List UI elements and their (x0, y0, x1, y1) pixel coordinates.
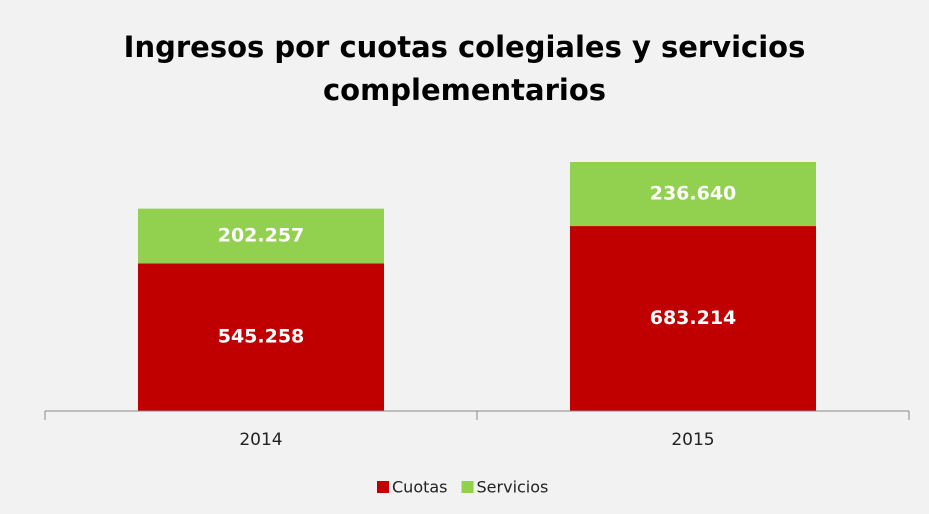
x-tick-label: 2015 (671, 430, 714, 450)
legend-label: Cuotas (392, 478, 448, 497)
bar-segment (570, 226, 816, 411)
x-tick-label: 2014 (239, 430, 282, 450)
bar-segment (138, 208, 384, 264)
value-label: 236.640 (650, 183, 737, 205)
legend-label: Servicios (477, 478, 549, 497)
legend-swatch (461, 481, 474, 493)
bar-segment (138, 263, 384, 411)
value-label: 545.258 (218, 326, 305, 348)
chart-title: Ingresos por cuotas colegiales y servici… (123, 30, 806, 107)
bar-segment (570, 162, 816, 227)
legend-swatch (377, 481, 389, 493)
value-label: 683.214 (650, 307, 737, 329)
value-label: 202.257 (218, 225, 305, 247)
